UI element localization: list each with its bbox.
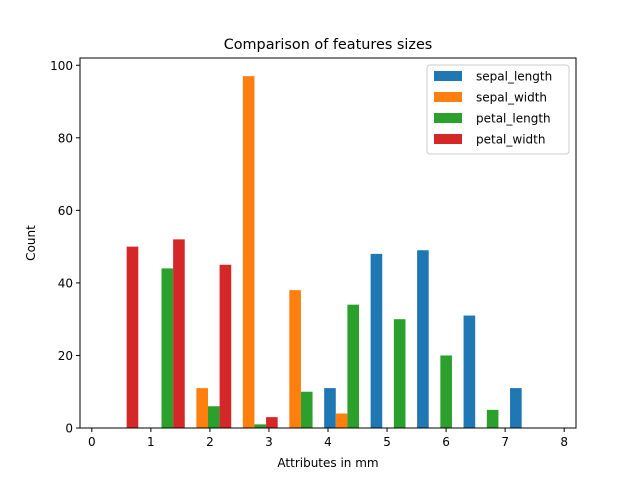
y-axis-label: Count: [24, 225, 38, 261]
x-tick-label: 2: [206, 435, 214, 449]
bar-petal_length-bin-3: [254, 424, 267, 428]
x-tick-label: 3: [265, 435, 273, 449]
x-tick-label: 0: [88, 435, 96, 449]
bar-sepal_width-bin-3: [242, 76, 255, 428]
x-tick-label: 7: [501, 435, 509, 449]
x-tick-label: 6: [442, 435, 450, 449]
bar-petal_width-bin-0: [126, 246, 139, 428]
y-tick-label: 0: [65, 422, 73, 436]
bar-sepal_length-bin-6: [370, 253, 383, 428]
legend-label-petal_length: petal_length: [476, 112, 551, 126]
x-axis-label: Attributes in mm: [277, 456, 378, 470]
bar-petal_width-bin-3: [266, 417, 278, 428]
legend: sepal_length sepal_width petal_lengthpetal…: [426, 64, 570, 155]
bar-petal_length-bin-7: [440, 355, 452, 428]
legend-swatch-sepal_length: [434, 71, 462, 81]
y-tick-label: 40: [58, 276, 73, 290]
bar-sepal_length-bin-9: [510, 388, 522, 428]
bar-petal_width-bin-1: [173, 239, 185, 428]
x-tick-label: 1: [147, 435, 155, 449]
legend-label-petal_width: petal_width: [476, 133, 545, 147]
y-axis: 0 20 40 60 80 100: [50, 59, 80, 436]
x-tick-label: 5: [383, 435, 391, 449]
bars-group: [126, 76, 522, 428]
legend-swatch-petal_length: [434, 113, 462, 123]
legend-label-sepal_width: sepal_width: [476, 91, 547, 105]
x-tick-label: 8: [560, 435, 568, 449]
bar-petal_length-bin-1: [161, 268, 174, 428]
bar-sepal_width-bin-2: [196, 388, 208, 428]
bar-petal_length-bin-5: [347, 304, 360, 428]
bar-sepal_width-bin-5: [335, 413, 348, 428]
bar-petal_length-bin-2: [207, 406, 220, 428]
bar-petal_length-bin-8: [486, 409, 499, 428]
legend-box: [426, 64, 570, 155]
y-tick-label: 20: [58, 349, 73, 363]
bar-sepal_length-bin-8: [463, 315, 476, 428]
bar-petal_length-bin-4: [300, 391, 313, 428]
x-axis: 0 1 2 3 4 5 6 7 8: [88, 428, 568, 449]
x-tick-label: 4: [324, 435, 332, 449]
legend-swatch-sepal_width: [434, 92, 462, 102]
y-tick-label: 100: [50, 59, 73, 73]
chart-title: Comparison of features sizes: [224, 37, 433, 53]
bar-petal_width-bin-2: [219, 264, 232, 428]
bar-sepal_length-bin-5: [324, 388, 336, 428]
legend-swatch-petal_width: [434, 134, 462, 144]
legend-label-sepal_length: sepal_length: [476, 70, 552, 84]
y-tick-label: 60: [58, 204, 73, 218]
bar-petal_length-bin-6: [393, 319, 406, 428]
y-tick-label: 80: [58, 131, 73, 145]
bar-sepal_width-bin-4: [289, 290, 301, 428]
bar-sepal_length-bin-7: [417, 250, 429, 428]
